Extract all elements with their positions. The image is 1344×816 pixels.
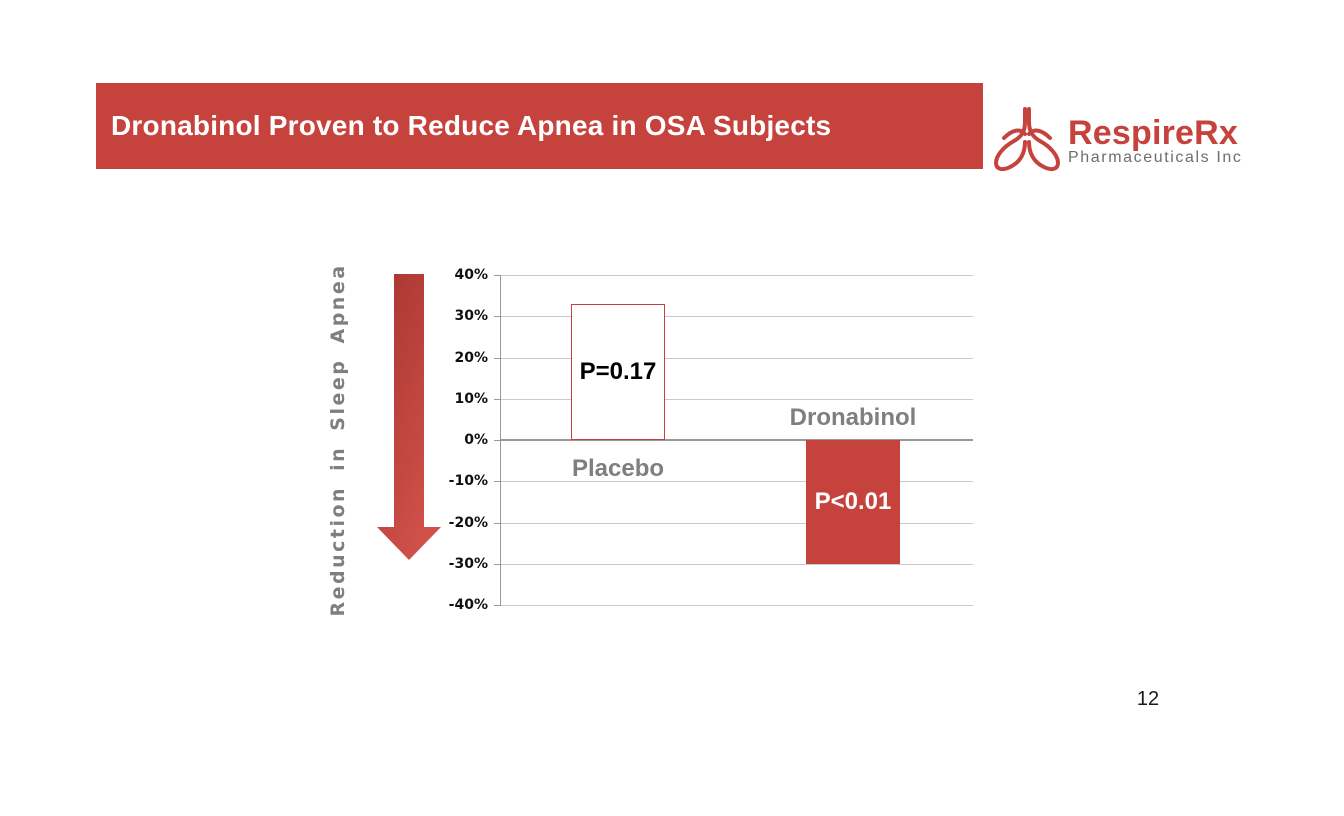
y-axis-tick-label: 40% [454,267,488,283]
y-axis-tick [494,481,500,483]
y-axis-line [500,275,501,606]
y-axis-tick [494,357,500,359]
gridline [500,563,973,565]
y-axis-tick [494,398,500,400]
y-axis-tick [494,605,500,606]
down-arrow-icon [377,274,441,560]
y-axis-tick-label: 10% [454,390,488,407]
gridline [500,275,973,276]
title-banner: Dronabinol Proven to Reduce Apnea in OSA… [96,83,983,169]
slide-title: Dronabinol Proven to Reduce Apnea in OSA… [111,110,832,141]
gridline [500,481,973,483]
y-axis-tick-label: -30% [448,555,488,572]
y-axis-tick-label: -20% [448,514,488,531]
y-axis-tick-label: 0% [464,432,488,448]
y-axis-tick [494,563,500,565]
gridline [500,357,973,359]
category-label-placebo: Placebo [571,455,665,482]
logo-brand-subtitle: Pharmaceuticals Inc [1068,149,1243,166]
logo-text: RespireRx Pharmaceuticals Inc [1068,115,1242,167]
gridline [500,398,973,400]
page-number: 12 [1136,688,1160,710]
gridline [500,605,973,606]
company-logo: RespireRx Pharmaceuticals Inc [990,103,1260,179]
gridline [500,316,973,318]
y-axis-tick [494,275,500,276]
y-axis-tick-label: -10% [448,473,488,490]
bar-annotation: P<0.01 [814,487,892,515]
y-axis-tick [494,522,500,524]
bar-dronabinol [806,440,900,564]
y-axis-tick-label: -40% [448,597,488,613]
y-axis-tick [494,316,500,318]
y-axis-title: Reduction in Sleep Apnea [327,263,349,617]
logo-brand-name: RespireRx [1068,114,1238,152]
bar-placebo [571,303,665,440]
y-axis-tick-label: 20% [454,349,488,366]
y-axis-tick [494,440,500,441]
category-label-dronabinol: Dronabinol [789,404,917,431]
y-axis-tick-label: 30% [454,308,488,325]
lungs-icon [990,104,1064,179]
bar-annotation: P=0.17 [579,357,657,385]
gridline [500,522,973,524]
zero-gridline [500,439,973,441]
